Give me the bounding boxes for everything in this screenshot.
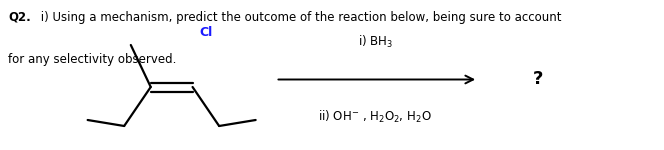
Text: Q2.: Q2. <box>8 11 31 24</box>
Text: for any selectivity observed.: for any selectivity observed. <box>8 52 177 66</box>
Text: ?: ? <box>533 70 543 88</box>
Text: i) BH$_3$: i) BH$_3$ <box>358 34 392 50</box>
Text: i) Using a mechanism, predict the outcome of the reaction below, being sure to a: i) Using a mechanism, predict the outcom… <box>37 11 561 24</box>
Text: Cl: Cl <box>199 26 212 39</box>
Text: ii) OH$^{-}$ , H$_2$O$_2$, H$_2$O: ii) OH$^{-}$ , H$_2$O$_2$, H$_2$O <box>318 109 432 125</box>
